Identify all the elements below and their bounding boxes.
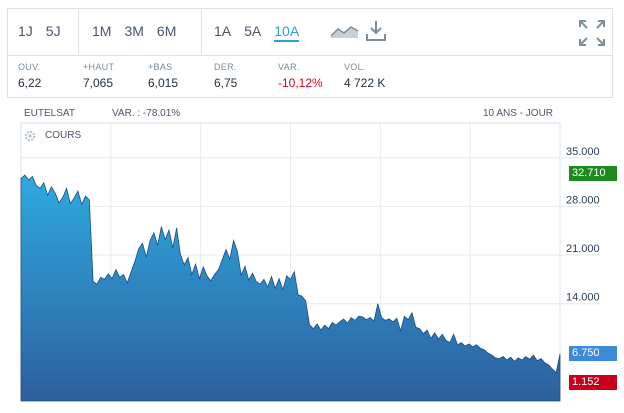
- stat-low-label: +BAS: [148, 62, 173, 72]
- y-axis-labels: 35.000 28.000 21.000 14.000: [566, 146, 600, 304]
- stat-low: +BAS 6,015: [148, 62, 178, 90]
- period-toolbar: 1J 5J 1M 3M 6M 1A 5A 10A: [7, 8, 613, 56]
- long-period-group: 1A 5A 10A: [214, 9, 312, 56]
- period-6m-button[interactable]: 6M: [156, 23, 177, 39]
- download-icon[interactable]: [365, 19, 387, 48]
- stat-last: DER. 6,75: [214, 62, 237, 90]
- instrument-name: EUTELSAT: [24, 108, 75, 119]
- y-tick-label: 21.000: [566, 243, 600, 255]
- period-5a-button[interactable]: 5A: [244, 23, 262, 39]
- stat-high-value: 7,065: [83, 76, 114, 90]
- series-label: COURS: [45, 130, 82, 141]
- stat-volume: VOL. 4 722 K: [344, 62, 385, 90]
- price-chart: 35.000 28.000 21.000 14.000: [20, 122, 600, 402]
- stat-volume-label: VOL.: [344, 62, 366, 72]
- low-price-tag: 1.152: [569, 375, 617, 390]
- stat-last-label: DER.: [214, 62, 237, 72]
- stat-open: OUV. 6,22: [18, 62, 41, 90]
- y-tick-label: 14.000: [566, 292, 600, 304]
- toolbar-divider: [78, 9, 79, 56]
- y-tick-label: 35.000: [566, 146, 600, 158]
- stat-last-value: 6,75: [214, 76, 238, 90]
- stat-variation: VAR. -10,12%: [278, 62, 323, 90]
- stat-open-label: OUV.: [18, 62, 41, 72]
- expand-icon[interactable]: [578, 19, 606, 52]
- area-chart-icon[interactable]: [330, 22, 360, 47]
- chart-area: EUTELSAT VAR. : -78.01% 10 ANS - JOUR CO…: [7, 103, 617, 413]
- gear-icon[interactable]: [24, 129, 36, 147]
- period-1a-button[interactable]: 1A: [214, 23, 232, 39]
- stat-variation-label: VAR.: [278, 62, 300, 72]
- price-area-series: [20, 174, 561, 402]
- stat-volume-value: 4 722 K: [344, 76, 386, 90]
- stats-bar: OUV. 6,22 +HAUT 7,065 +BAS 6,015 DER. 6,…: [7, 55, 613, 98]
- mid-period-group: 1M 3M 6M: [92, 9, 189, 56]
- stat-high: +HAUT 7,065: [83, 62, 114, 90]
- period-10a-button[interactable]: 10A: [274, 23, 300, 42]
- toolbar-divider: [201, 9, 202, 56]
- high-price-tag: 32.710: [569, 165, 617, 181]
- period-5j-button[interactable]: 5J: [45, 23, 61, 39]
- last-price-tag: 6.750: [569, 346, 617, 362]
- period-label: 10 ANS - JOUR: [483, 108, 554, 119]
- period-1j-button[interactable]: 1J: [18, 23, 33, 39]
- stat-low-value: 6,015: [148, 76, 179, 90]
- total-variation: VAR. : -78.01%: [112, 108, 181, 119]
- stat-high-label: +HAUT: [83, 62, 115, 72]
- short-period-group: 1J 5J: [18, 9, 74, 56]
- stat-variation-value: -10,12%: [278, 76, 323, 90]
- stat-open-value: 6,22: [18, 76, 42, 90]
- period-1m-button[interactable]: 1M: [92, 23, 112, 39]
- period-3m-button[interactable]: 3M: [124, 23, 144, 39]
- y-tick-label: 28.000: [566, 194, 600, 206]
